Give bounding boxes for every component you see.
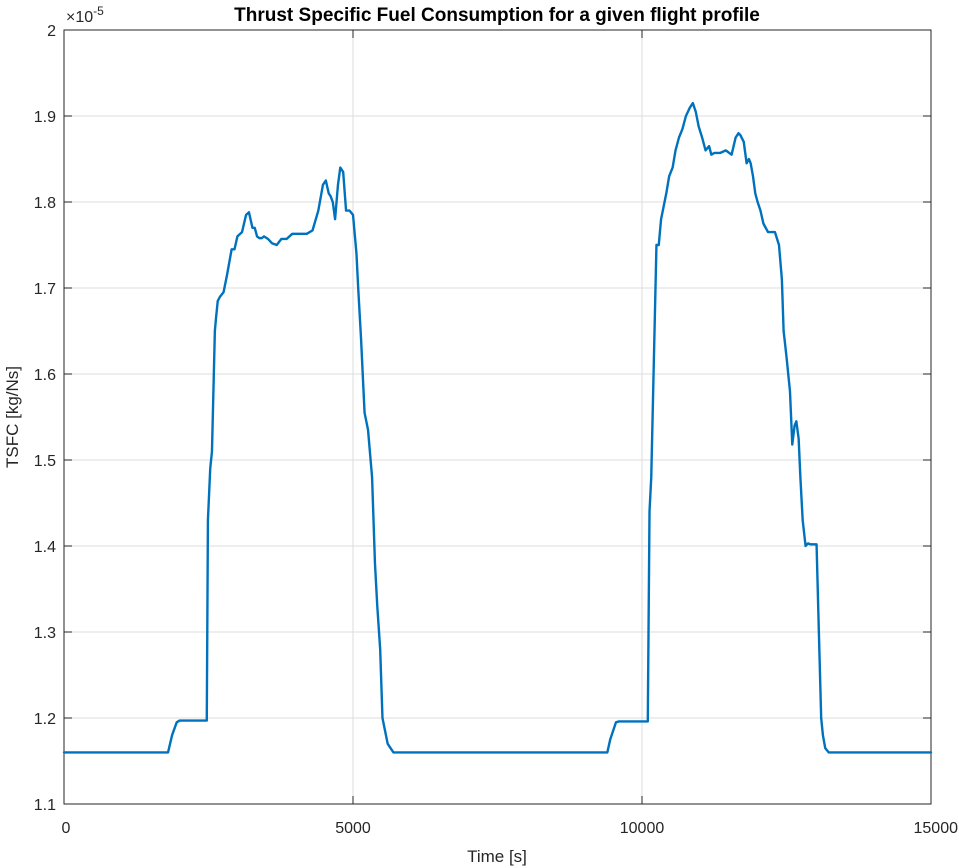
x-tick-label-1: 5000 [335,820,371,837]
y-tick-label-2: 1.3 [34,625,56,642]
x-axis-label: Time [s] [467,847,527,866]
series-line-tsfc [62,101,933,754]
y-tick-label-6: 1.7 [34,281,56,298]
x-tick-label-2: 10000 [620,820,665,837]
y-tick-label-7: 1.8 [34,195,56,212]
x-tick-label-0: 0 [62,820,71,837]
axis-ticks [63,29,932,805]
plot-area-frame [63,29,932,805]
y-axis-label: TSFC [kg/Ns] [3,366,22,468]
y-tick-label-3: 1.4 [34,539,56,556]
chart-title: Thrust Specific Fuel Consumption for a g… [234,5,760,26]
y-tick-label-9: 2 [47,23,56,40]
y-tick-label-8: 1.9 [34,109,56,126]
x-tick-labels: 0 5000 10000 15000 [62,820,959,837]
x-tick-label-3: 15000 [914,820,959,837]
y-tick-label-5: 1.6 [34,367,56,384]
y-exponent-multiplier: ×10-5 [66,4,104,26]
grid [64,30,931,804]
y-exponent-base: ×10 [66,9,93,26]
y-tick-label-4: 1.5 [34,453,56,470]
y-exponent-power: -5 [93,4,104,18]
y-tick-labels: 1.1 1.2 1.3 1.4 1.5 1.6 1.7 1.8 1.9 2 [34,23,56,814]
y-tick-label-0: 1.1 [34,797,56,814]
y-tick-label-1: 1.2 [34,711,56,728]
